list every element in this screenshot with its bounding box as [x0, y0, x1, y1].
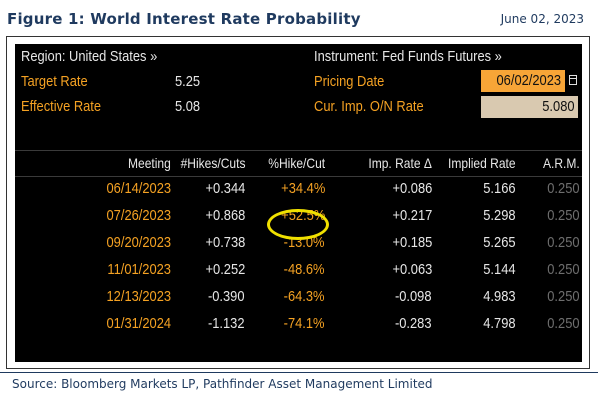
- meeting-date-cell: 11/01/2023: [107, 261, 171, 278]
- cur-imp-rate-label: Cur. Imp. O/N Rate: [314, 98, 424, 115]
- implied-rate-cell: 5.166: [483, 180, 516, 197]
- arm-cell: 0.250: [547, 261, 580, 278]
- hikes-cuts-cell: -0.390: [208, 288, 245, 305]
- implied-rate-cell: 5.144: [483, 261, 516, 278]
- col-header-arm[interactable]: A.R.M.: [543, 155, 580, 171]
- figure-date: June 02, 2023: [500, 12, 584, 26]
- pct-hike-cut-cell: -74.1%: [284, 315, 325, 332]
- col-header-hikes-cuts[interactable]: #Hikes/Cuts: [180, 155, 245, 171]
- col-header-imp-rate-delta[interactable]: Imp. Rate Δ: [368, 155, 432, 171]
- imp-rate-delta-cell: +0.185: [392, 234, 432, 251]
- region-selector[interactable]: Region: United States »: [21, 48, 158, 65]
- header-divider: [15, 176, 582, 177]
- source-note: Source: Bloomberg Markets LP, Pathfinder…: [12, 377, 433, 391]
- pct-hike-cut-cell: +34.4%: [280, 180, 325, 197]
- calendar-icon: [569, 75, 577, 85]
- col-header-meeting[interactable]: Meeting: [128, 155, 171, 171]
- hikes-cuts-cell: -1.132: [208, 315, 245, 332]
- imp-rate-delta-cell: +0.217: [392, 207, 432, 224]
- meeting-date-cell: 07/26/2023: [106, 207, 171, 224]
- table-row[interactable]: 11/01/2023 +0.252 -48.6% +0.063 5.144 0.…: [15, 258, 582, 284]
- table-row[interactable]: 07/26/2023 +0.868 +52.5% +0.217 5.298 0.…: [15, 204, 582, 230]
- hikes-cuts-cell: +0.252: [205, 261, 245, 278]
- instrument-selector[interactable]: Instrument: Fed Funds Futures »: [314, 48, 502, 65]
- implied-rate-cell: 5.298: [483, 207, 516, 224]
- arm-cell: 0.250: [547, 207, 580, 224]
- pct-hike-cut-cell: -64.3%: [284, 288, 325, 305]
- imp-rate-delta-cell: -0.098: [395, 288, 432, 305]
- cur-imp-rate-value: 5.080: [542, 98, 575, 115]
- implied-rate-cell: 5.265: [483, 234, 516, 251]
- table-row[interactable]: 06/14/2023 +0.344 +34.4% +0.086 5.166 0.…: [15, 177, 582, 203]
- arm-cell: 0.250: [547, 234, 580, 251]
- arm-cell: 0.250: [547, 180, 580, 197]
- meeting-date-cell: 06/14/2023: [106, 180, 171, 197]
- col-header-implied-rate[interactable]: Implied Rate: [448, 155, 516, 171]
- pct-hike-cut-cell: +52.5%: [280, 207, 325, 224]
- target-rate-value: 5.25: [175, 73, 201, 90]
- pricing-date-field[interactable]: 06/02/2023: [481, 70, 565, 92]
- figure-header: Figure 1: World Interest Rate Probabilit…: [0, 0, 598, 36]
- imp-rate-delta-cell: +0.063: [392, 261, 432, 278]
- meeting-date-cell: 09/20/2023: [106, 234, 171, 251]
- pricing-date-value: 06/02/2023: [496, 72, 561, 89]
- imp-rate-delta-cell: -0.283: [395, 315, 432, 332]
- implied-rate-cell: 4.983: [483, 288, 516, 305]
- table-row[interactable]: 09/20/2023 +0.738 -13.0% +0.185 5.265 0.…: [15, 231, 582, 257]
- meeting-date-cell: 12/13/2023: [106, 288, 171, 305]
- pricing-date-label: Pricing Date: [314, 73, 385, 90]
- table-row[interactable]: 12/13/2023 -0.390 -64.3% -0.098 4.983 0.…: [15, 285, 582, 311]
- figure-title: Figure 1: World Interest Rate Probabilit…: [7, 10, 361, 28]
- section-divider: [15, 150, 582, 151]
- pct-hike-cut-cell: -48.6%: [284, 261, 325, 278]
- pct-hike-cut-cell: -13.0%: [284, 234, 325, 251]
- calendar-button[interactable]: [568, 72, 578, 88]
- imp-rate-delta-cell: +0.086: [392, 180, 432, 197]
- figure-frame: Region: United States » Instrument: Fed …: [6, 36, 590, 369]
- bloomberg-terminal-panel: Region: United States » Instrument: Fed …: [15, 44, 582, 362]
- hikes-cuts-cell: +0.738: [205, 234, 245, 251]
- arm-cell: 0.250: [547, 315, 580, 332]
- effective-rate-label: Effective Rate: [21, 98, 102, 115]
- meeting-date-cell: 01/31/2024: [106, 315, 171, 332]
- target-rate-label: Target Rate: [21, 73, 88, 90]
- table-row[interactable]: 01/31/2024 -1.132 -74.1% -0.283 4.798 0.…: [15, 312, 582, 338]
- hikes-cuts-cell: +0.868: [205, 207, 245, 224]
- implied-rate-cell: 4.798: [483, 315, 516, 332]
- effective-rate-value: 5.08: [175, 98, 201, 115]
- source-divider: [0, 372, 598, 373]
- col-header-pct-hike-cut[interactable]: %Hike/Cut: [268, 155, 325, 171]
- arm-cell: 0.250: [547, 288, 580, 305]
- hikes-cuts-cell: +0.344: [205, 180, 245, 197]
- cur-imp-rate-field[interactable]: 5.080: [481, 96, 578, 118]
